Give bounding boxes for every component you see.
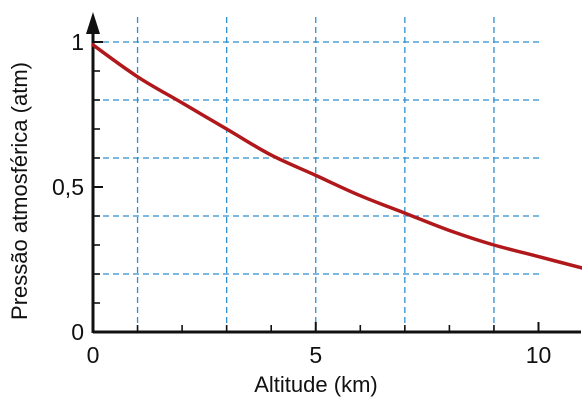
- y-tick-label: 0: [71, 319, 84, 345]
- x-axis-title: Altitude (km): [254, 372, 377, 397]
- y-tick-label: 1: [71, 29, 84, 55]
- series-layer: [91, 43, 582, 270]
- x-tick-label: 0: [87, 342, 100, 368]
- y-axis-arrow-icon: [86, 12, 100, 34]
- grid-lines: [93, 17, 541, 332]
- x-tick-label: 5: [309, 342, 322, 368]
- x-tick-label: 10: [526, 342, 552, 368]
- tick-labels: 0 5 10 0 0,5 1: [52, 29, 551, 368]
- y-tick-label: 0,5: [52, 174, 84, 200]
- y-axis-title: Pressão atmosférica (atm): [7, 62, 32, 320]
- pressure-curve: [91, 43, 582, 270]
- axes: [86, 12, 581, 334]
- axis-ticks: [92, 41, 540, 333]
